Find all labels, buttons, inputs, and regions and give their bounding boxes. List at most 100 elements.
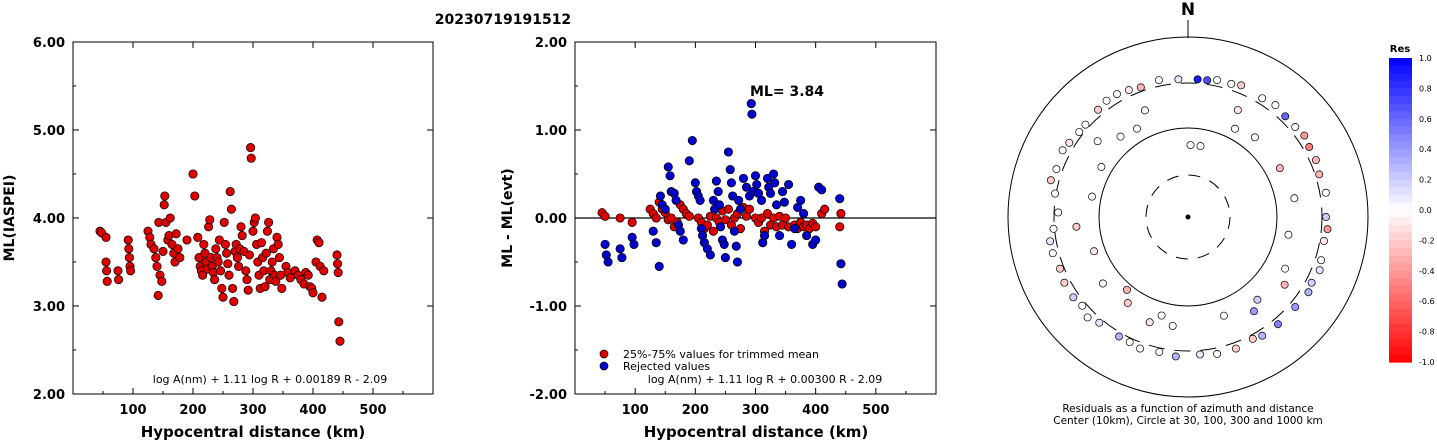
colorbar-swatch: [1389, 331, 1412, 340]
station-residual-point: [1280, 280, 1289, 289]
station-residual-point: [1304, 288, 1313, 297]
colorbar-swatch: [1389, 270, 1412, 279]
station-residual-point: [1060, 278, 1069, 287]
colorbar-tick-label: 0.6: [1419, 115, 1432, 124]
rejected-point: [678, 235, 688, 245]
ml-iaspei-point: [229, 297, 239, 307]
station-residual-point: [1253, 295, 1262, 304]
rejected-point: [836, 259, 846, 269]
station-residual-point: [1315, 266, 1324, 275]
rejected-point: [603, 257, 613, 267]
legend-label-rejected: Rejected values: [623, 360, 710, 373]
rejected-point: [651, 238, 661, 248]
station-residual-point: [1157, 311, 1166, 320]
station-residual-point: [1213, 349, 1222, 358]
station-residual-point: [1317, 256, 1326, 265]
colorbar-swatch: [1389, 293, 1412, 302]
ml-iaspei-point: [217, 283, 227, 293]
ml-iaspei-x-tick-label: 400: [299, 403, 326, 418]
ml-residual-panel: 100 200 300 400 500 -2.00 -1.00 0.00 1.00 2.00 ML…: [500, 36, 937, 441]
colorbar-swatch: [1389, 301, 1412, 310]
ml-iaspei-point: [193, 232, 203, 242]
station-residual-point: [1054, 208, 1063, 217]
ml-iaspei-point: [333, 259, 343, 269]
station-residual-point: [1174, 75, 1183, 84]
station-residual-point: [1123, 299, 1132, 307]
station-residual-point: [1072, 222, 1081, 231]
ml-iaspei-point: [113, 266, 123, 276]
trimmed-point: [835, 222, 845, 232]
ml-residual-y-tick-label: 1.00: [535, 124, 567, 139]
circle-30km: [1145, 174, 1231, 260]
ml-iaspei-point: [274, 253, 284, 263]
station-residual-point: [1124, 86, 1133, 95]
rejected-point: [719, 239, 729, 249]
colorbar-tick-label: -0.4: [1419, 267, 1435, 276]
colorbar-title: Res: [1390, 44, 1410, 55]
ml-iaspei-point: [102, 276, 112, 286]
rejected-point: [796, 195, 806, 205]
ml-iaspei-point: [182, 235, 192, 245]
colorbar-tick-label: 0.4: [1419, 145, 1432, 154]
station-residual-point: [1250, 307, 1258, 316]
colorbar-swatch: [1389, 202, 1412, 211]
rejected-point: [713, 187, 723, 197]
ml-iaspei-y-tick-label: 6.00: [33, 36, 65, 51]
ml-iaspei-point: [267, 257, 277, 267]
colorbar-tick-label: 0.8: [1419, 84, 1432, 93]
rejected-point: [714, 200, 724, 210]
station-residual-point: [1281, 112, 1290, 121]
ml-iaspei-point: [335, 336, 345, 346]
ml-iaspei-y-tick-label: 5.00: [33, 124, 65, 139]
station-residual-point: [1081, 120, 1090, 129]
station-residual-point: [1258, 94, 1267, 103]
ml-iaspei-point: [314, 238, 324, 248]
rejected-point: [732, 257, 742, 267]
colorbar-swatch: [1389, 308, 1412, 317]
station-residual-point: [1097, 163, 1106, 171]
ml-iaspei-y-tick-label: 3.00: [33, 300, 65, 315]
rejected-point: [660, 204, 670, 214]
rejected-point: [746, 99, 756, 109]
ml-iaspei-point: [273, 239, 283, 249]
colorbar-swatch: [1389, 232, 1412, 241]
ml-iaspei-point: [102, 266, 112, 276]
ml-iaspei-point: [199, 239, 209, 249]
ml-iaspei-point: [219, 217, 229, 227]
trimmed-point: [811, 222, 821, 232]
station-residual-point: [1075, 128, 1084, 136]
colorbar-tick-label: 0.2: [1419, 176, 1432, 185]
rejected-point: [734, 195, 744, 205]
colorbar-swatch: [1389, 58, 1412, 67]
ml-residual-y-tick-label: 0.00: [535, 212, 567, 227]
ml-iaspei-point: [228, 283, 238, 293]
ml-iaspei-point: [188, 169, 198, 179]
ml-iaspei-point: [175, 253, 185, 263]
ml-residual-y-tick-label: 2.00: [535, 36, 567, 51]
polar-caption-line2: Center (10km), Circle at 30, 100, 300 an…: [1053, 415, 1323, 427]
station-residual-point: [1048, 249, 1057, 258]
ml-residual-y-label: ML - ML(evt): [500, 168, 516, 267]
station-residual-point: [1116, 132, 1125, 141]
station-residual-point: [1305, 143, 1314, 151]
rejected-point: [684, 156, 694, 166]
station-residual-point: [1227, 79, 1236, 88]
ml-iaspei-point: [225, 187, 235, 197]
rejected-point: [725, 165, 735, 175]
ml-iaspei-x-label: Hypocentral distance (km): [141, 423, 366, 441]
ml-iaspei-point: [236, 222, 246, 232]
ml-iaspei-point: [248, 226, 258, 236]
station-residual-point: [1046, 176, 1055, 185]
legend-label-trimmed: 25%-75% values for trimmed mean: [623, 348, 819, 361]
station-residual-point: [1136, 344, 1145, 353]
colorbar-swatch: [1389, 149, 1412, 158]
trimmed-point: [651, 213, 661, 223]
station-residual-point: [1102, 96, 1111, 105]
rejected-point: [741, 182, 752, 192]
rejected-point: [729, 226, 739, 236]
rejected-point: [665, 171, 675, 181]
rejected-point: [752, 180, 762, 190]
colorbar-swatch: [1389, 225, 1412, 234]
ml-iaspei-formula: log A(nm) + 1.11 log R + 0.00189 R - 2.0…: [153, 373, 387, 386]
